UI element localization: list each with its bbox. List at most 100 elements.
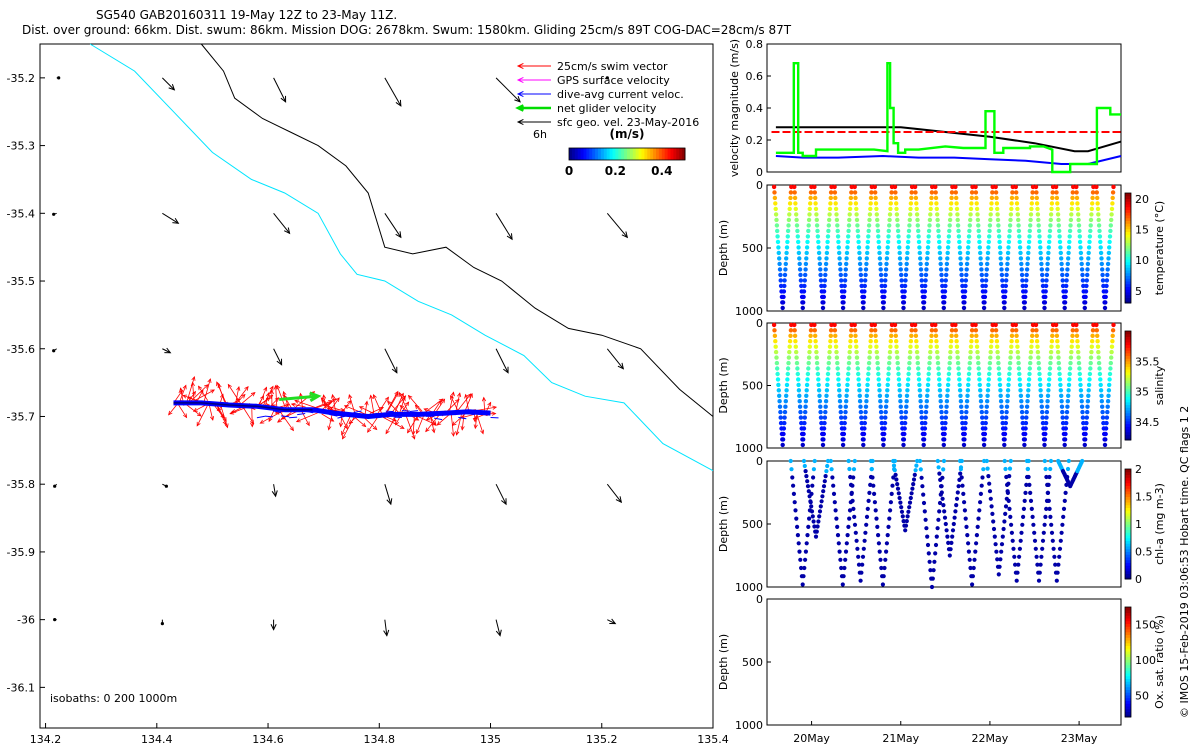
salinity-data-point — [1028, 349, 1034, 355]
chl-a-data-point — [955, 490, 960, 495]
salinity-data-point — [795, 371, 800, 377]
salinity-data-point — [787, 349, 792, 355]
geo-velocity-arrowhead — [501, 498, 507, 506]
temperature-data-point — [1045, 267, 1050, 272]
geo-velocity-arrowhead — [609, 618, 617, 625]
chl-a-data-point — [811, 519, 816, 524]
temperature-data-point — [816, 250, 822, 256]
salinity-data-point — [996, 366, 1001, 371]
temperature-data-point — [1023, 289, 1028, 294]
temperature-data-point — [1100, 272, 1105, 278]
temperature-colorbar-segment — [1125, 204, 1131, 208]
salinity-data-point — [849, 328, 854, 333]
salinity-data-point — [835, 371, 841, 377]
salinity-data-point — [1039, 399, 1044, 404]
salinity-data-point — [997, 377, 1002, 382]
chl-a-data-point — [992, 534, 997, 539]
map-colorbar-segment — [618, 148, 622, 160]
salinity-data-point — [988, 344, 994, 349]
swim-vector-arrowhead — [399, 424, 405, 429]
temperature-data-point — [1067, 234, 1072, 239]
temperature-data-point — [795, 234, 800, 239]
swim-vector-arrowhead — [395, 420, 400, 426]
swim-vector-arrowhead — [492, 405, 498, 410]
chl-a-data-point — [1001, 526, 1006, 532]
salinity-data-point — [853, 339, 859, 344]
chl-a-data-point — [970, 582, 975, 587]
chl-a-data-point — [847, 508, 853, 513]
chl-a-data-point — [890, 483, 895, 488]
salinity-data-point — [998, 399, 1004, 404]
salinity-data-point — [1025, 393, 1031, 398]
salinity-data-point — [1004, 415, 1009, 420]
chl-a-colorbar-segment — [1125, 502, 1131, 506]
chl-a-data-point — [989, 504, 994, 509]
chl-a-data-point — [1040, 546, 1045, 551]
temperature-data-point — [908, 212, 913, 217]
swim-vector — [387, 401, 399, 413]
salinity-data-point — [1026, 382, 1031, 388]
temperature-data-point — [885, 245, 890, 250]
salinity-data-point — [792, 328, 797, 333]
salinity-data-point — [841, 437, 846, 442]
dive-avg-current-vector — [272, 410, 282, 413]
chl-a-data-point — [1057, 554, 1062, 559]
chl-a-data-point — [866, 498, 871, 503]
swim-vector-arrowhead — [241, 393, 246, 399]
temperature-data-point — [1096, 223, 1102, 228]
salinity-data-point — [879, 415, 884, 420]
temperature-data-point — [1076, 223, 1082, 228]
swim-vector-arrowhead — [265, 392, 270, 397]
salinity-data-point — [822, 415, 828, 420]
chl-a-data-point — [884, 549, 889, 554]
geo-velocity-arrowhead — [276, 358, 283, 366]
chl-a-colorbar-segment — [1125, 521, 1131, 525]
chl-a-data-point — [937, 500, 943, 506]
salinity-data-point — [987, 371, 992, 377]
swim-vector-arrowhead — [399, 392, 404, 398]
salinity-data-point — [825, 371, 831, 377]
salinity-data-point — [936, 371, 941, 377]
chl-a-data-point — [1045, 482, 1050, 487]
salinity-data-point — [954, 333, 959, 338]
temperature-data-point — [1033, 184, 1039, 190]
temperature-data-point — [780, 305, 785, 311]
swim-vector-arrowhead — [411, 430, 416, 436]
chl-a-data-point — [846, 524, 851, 530]
temperature-data-point — [821, 289, 827, 294]
temperature-data-point — [986, 239, 991, 245]
chl-a-data-point — [895, 482, 900, 487]
geo-velocity-arrowhead — [506, 233, 513, 241]
chl-a-data-point — [937, 509, 942, 514]
salinity-data-point — [858, 409, 864, 415]
salinity-data-point — [774, 355, 779, 360]
temperature-data-point — [802, 283, 807, 289]
chl-a-data-point — [947, 553, 952, 558]
salinity-data-point — [1110, 328, 1116, 333]
salinity-data-point — [1017, 371, 1022, 377]
temperature-data-point — [1083, 289, 1089, 294]
salinity-data-point — [1008, 349, 1014, 355]
salinity-data-point — [808, 339, 813, 344]
temperature-data-point — [1020, 283, 1025, 289]
temperature-data-point — [1105, 261, 1111, 267]
salinity-data-point — [793, 344, 798, 349]
salinity-data-point — [1062, 442, 1067, 448]
temperature-y-tick-label: 500 — [742, 242, 763, 255]
salinity-data-point — [856, 377, 861, 382]
temperature-data-point — [998, 261, 1004, 267]
salinity-data-point — [1060, 420, 1066, 426]
oxygen-colorbar-segment — [1125, 695, 1131, 699]
temperature-data-point — [1058, 245, 1063, 250]
salinity-data-point — [817, 399, 823, 404]
map-colorbar-tick-label: 0.4 — [651, 164, 672, 178]
salinity-data-point — [773, 344, 778, 349]
chl-a-colorbar-segment — [1125, 576, 1131, 580]
temperature-data-point — [785, 239, 790, 245]
salinity-data-point — [1105, 409, 1110, 415]
swim-vector-arrowhead — [367, 428, 372, 433]
map-frame — [39, 43, 714, 729]
oxygen-colorbar-segment — [1125, 634, 1131, 638]
salinity-data-point — [942, 426, 948, 431]
dive-avg-current-vector — [474, 412, 483, 415]
